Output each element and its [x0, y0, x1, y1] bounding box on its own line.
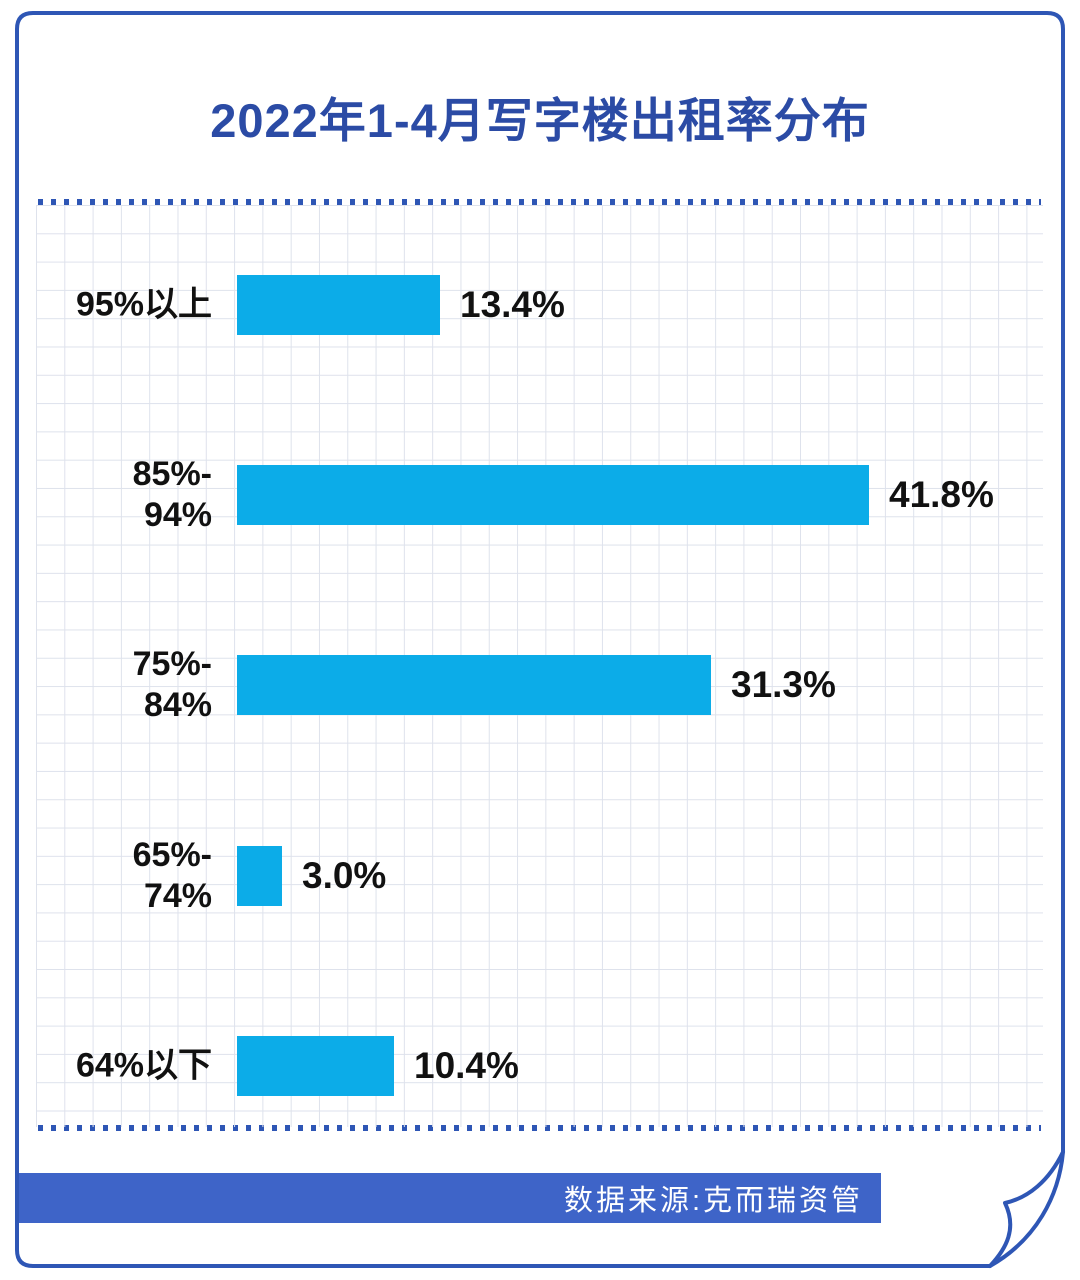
value-label: 10.4% — [414, 1045, 519, 1086]
value-label: 41.8% — [889, 474, 994, 515]
category-label: 75%- 84% — [132, 645, 212, 724]
chart-row: 85%- 94% 41.8% — [0, 447, 1080, 543]
chart-row: 65%- 74% 3.0% — [0, 828, 1080, 924]
value-label: 3.0% — [302, 855, 387, 896]
chart-row: 95%以上 13.4% — [0, 257, 1080, 353]
bar — [237, 275, 440, 335]
page-title: 2022年1-4月写字楼出租率分布 — [210, 94, 870, 147]
source-band: 数据来源:克而瑞资管 — [19, 1173, 881, 1223]
category-label: 85%- 94% — [132, 455, 212, 534]
category-label: 95%以上 — [75, 285, 212, 324]
chart-row: 75%- 84% 31.3% — [0, 637, 1080, 733]
chart-row: 64%以下 10.4% — [0, 1018, 1080, 1114]
bar — [237, 465, 869, 525]
bar — [237, 655, 711, 715]
category-label: 65%- 74% — [132, 836, 212, 915]
category-label: 64%以下 — [75, 1046, 212, 1085]
bar — [237, 846, 282, 906]
bar — [237, 1036, 394, 1096]
source-label: 数据来源:克而瑞资管 — [563, 1185, 863, 1217]
value-label: 13.4% — [460, 284, 565, 325]
value-label: 31.3% — [731, 664, 836, 705]
